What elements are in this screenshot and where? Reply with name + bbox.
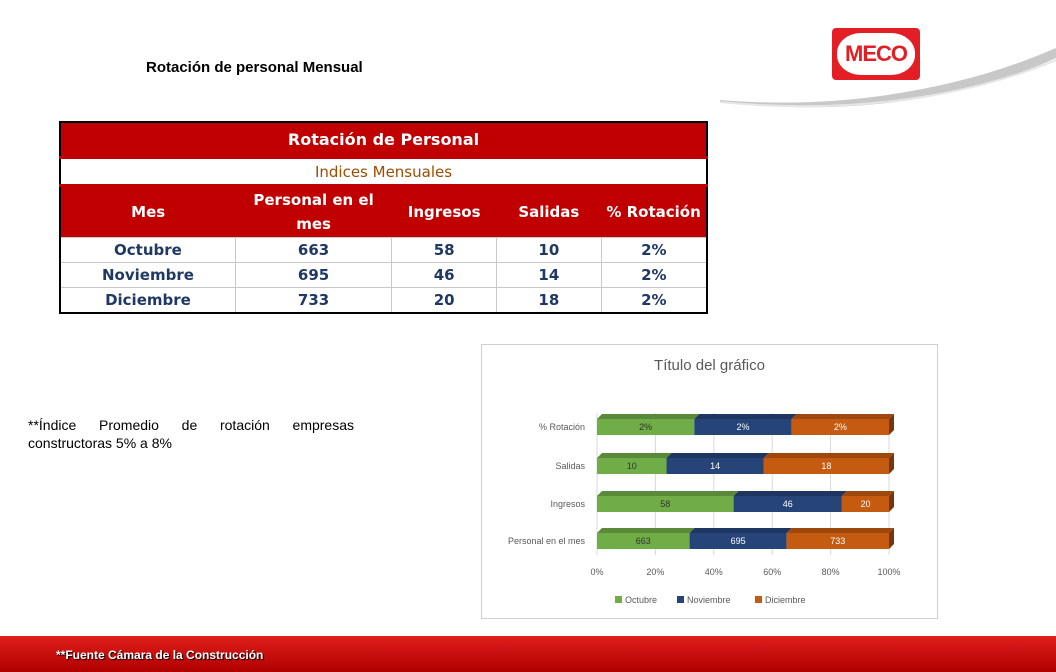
table-cell: Noviembre xyxy=(60,262,236,288)
bar-top-face xyxy=(666,453,769,458)
legend-label: Noviembre xyxy=(687,595,731,605)
bar-top-face xyxy=(791,414,894,419)
category-label: Personal en el mes xyxy=(508,536,586,546)
stacked-bar-chart: 0% 20% 40% 60% 80% 100% % Rotación 2% 2% 2% Salida… xyxy=(508,413,901,605)
meco-logo: MECO xyxy=(832,28,920,80)
bar-segment xyxy=(666,458,764,474)
logo-text: MECO xyxy=(845,41,908,66)
table-cell: Octubre xyxy=(60,237,236,263)
bar-segment xyxy=(763,458,889,474)
x-tick-label: 0% xyxy=(590,567,603,577)
table-row: Diciembre 733 20 18 2% xyxy=(60,287,707,313)
table-cell: 663 xyxy=(234,237,392,263)
data-label: 58 xyxy=(660,499,670,509)
legend-swatch xyxy=(677,596,684,603)
bar-top-face xyxy=(733,491,847,496)
x-tick-label: 40% xyxy=(705,567,723,577)
table-row: Noviembre 695 46 14 2% xyxy=(60,262,707,288)
table-cell: 46 xyxy=(391,262,497,288)
rotation-table: Rotación de Personal Indices Mensuales M… xyxy=(59,121,708,314)
category-label: Ingresos xyxy=(550,499,585,509)
bar-top-face xyxy=(597,528,695,533)
bar-top-face xyxy=(694,414,797,419)
bar-top-face xyxy=(597,491,739,496)
col-header-personal: Personal en el mes xyxy=(235,185,392,238)
bar-side-face xyxy=(889,491,894,512)
x-tick-label: 100% xyxy=(877,567,900,577)
data-label: 18 xyxy=(821,461,831,471)
table-title: Rotación de Personal xyxy=(60,122,707,158)
data-label: 663 xyxy=(636,536,651,546)
decorative-swoosh xyxy=(719,48,1056,108)
bar-top-face xyxy=(841,491,894,496)
data-label: 46 xyxy=(783,499,793,509)
chart-title: Título del gráfico xyxy=(654,357,765,374)
data-label: 20 xyxy=(860,499,870,509)
bar-top-face xyxy=(689,528,792,533)
legend-swatch xyxy=(615,596,622,603)
bar-side-face xyxy=(889,528,894,549)
col-header-salidas: Salidas xyxy=(496,185,602,238)
x-tick-label: 60% xyxy=(763,567,781,577)
data-label: 2% xyxy=(834,422,847,432)
footer-bar: **Fuente Cámara de la Construcción xyxy=(0,636,1056,672)
x-tick-label: 80% xyxy=(822,567,840,577)
category-label: Salidas xyxy=(555,461,585,471)
table-cell: 695 xyxy=(234,262,392,288)
legend-label: Diciembre xyxy=(765,595,806,605)
page-title: Rotación de personal Mensual xyxy=(146,59,363,76)
table-cell: 2% xyxy=(600,287,707,313)
table-row: Octubre 663 58 10 2% xyxy=(60,237,707,263)
bar-segment xyxy=(597,496,734,512)
legend-swatch xyxy=(755,596,762,603)
data-label: 733 xyxy=(830,536,845,546)
table-cell: 733 xyxy=(234,287,392,313)
data-label: 2% xyxy=(639,422,652,432)
legend-label: Octubre xyxy=(625,595,657,605)
table-subtitle: Indices Mensuales xyxy=(60,156,707,187)
bar-segment xyxy=(597,533,690,549)
bar-side-face xyxy=(889,453,894,474)
table-header-row: Mes Personal en el mes Ingresos Salidas … xyxy=(60,185,707,238)
bar-segment xyxy=(689,533,787,549)
bar-top-face xyxy=(597,453,672,458)
bar-top-face xyxy=(597,414,700,419)
data-label: 14 xyxy=(710,461,720,471)
footer-source: **Fuente Cámara de la Construcción xyxy=(56,648,264,662)
bar-segment xyxy=(841,496,889,512)
chart-container: Título del gráfico 0% 20% 40% 60% 80% 100% % R… xyxy=(481,344,938,619)
bar-top-face xyxy=(786,528,894,533)
data-label: 2% xyxy=(736,422,749,432)
table-cell: 14 xyxy=(496,262,602,288)
data-label: 10 xyxy=(627,461,637,471)
table-cell: 58 xyxy=(391,237,497,263)
bar-segment xyxy=(786,533,889,549)
average-rotation-note: **Índice Promedio de rotación empresas c… xyxy=(28,417,354,451)
bar-segment xyxy=(597,458,667,474)
table-cell: 2% xyxy=(600,237,707,263)
table-cell: 10 xyxy=(496,237,602,263)
data-label: 695 xyxy=(731,536,746,546)
table-cell: 20 xyxy=(391,287,497,313)
table-cell: Diciembre xyxy=(60,287,236,313)
bar-segment xyxy=(733,496,842,512)
category-label: % Rotación xyxy=(539,422,585,432)
col-header-rotacion: % Rotación xyxy=(601,185,707,238)
bar-segment xyxy=(597,419,695,435)
col-header-mes: Mes xyxy=(60,185,236,238)
x-tick-label: 20% xyxy=(646,567,664,577)
table-cell: 2% xyxy=(600,262,707,288)
table-cell: 18 xyxy=(496,287,602,313)
bar-segment xyxy=(791,419,889,435)
bar-top-face xyxy=(763,453,894,458)
bar-side-face xyxy=(889,414,894,435)
col-header-ingresos: Ingresos xyxy=(391,185,497,238)
bar-segment xyxy=(694,419,792,435)
logo-oval xyxy=(837,33,915,75)
